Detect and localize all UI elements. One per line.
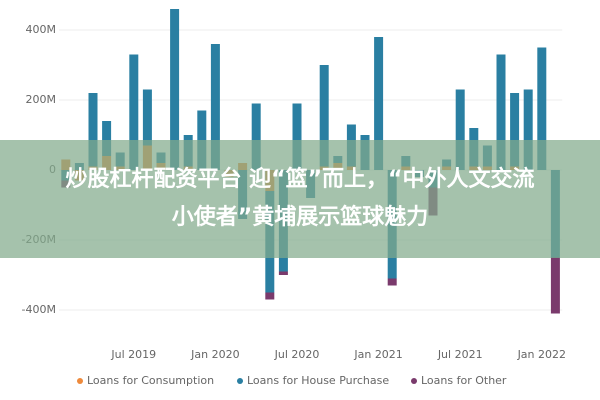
bar [88, 93, 98, 167]
bar [142, 89, 152, 146]
legend-marker [77, 378, 83, 384]
bar [102, 121, 112, 156]
bar [537, 47, 547, 170]
x-tick-label: Jul 2020 [274, 348, 320, 361]
y-tick-label: 200M [26, 93, 57, 106]
x-tick-label: Jan 2022 [517, 348, 566, 361]
bar [550, 257, 560, 314]
bar [510, 93, 520, 167]
bar [292, 103, 302, 170]
x-tick-label: Jul 2021 [437, 348, 483, 361]
bar [170, 9, 180, 170]
bar [251, 103, 261, 170]
x-tick-label: Jan 2020 [190, 348, 239, 361]
bar [278, 271, 288, 275]
legend-marker [411, 378, 417, 384]
legend-label: Loans for House Purchase [247, 374, 389, 387]
y-tick-label: -400M [22, 303, 56, 316]
bar [496, 54, 506, 170]
legend-label: Loans for Consumption [87, 374, 214, 387]
y-tick-label: 400M [26, 23, 57, 36]
x-tick-label: Jul 2019 [110, 348, 156, 361]
bar [210, 44, 220, 170]
bar [523, 89, 533, 170]
legend-marker [237, 378, 243, 384]
bar [387, 278, 397, 286]
bar [265, 292, 275, 300]
bar [129, 54, 139, 170]
legend-label: Loans for Other [421, 374, 507, 387]
bar [374, 37, 384, 170]
bar [455, 89, 465, 170]
x-tick-label: Jan 2021 [353, 348, 402, 361]
bar [319, 65, 329, 167]
overlay-banner: 炒股杠杆配资平台 迎“篮”而上，“中外人文交流小使者”黄埔展示篮球魅力 [0, 140, 600, 258]
overlay-text: 炒股杠杆配资平台 迎“篮”而上，“中外人文交流小使者”黄埔展示篮球魅力 [65, 167, 535, 230]
